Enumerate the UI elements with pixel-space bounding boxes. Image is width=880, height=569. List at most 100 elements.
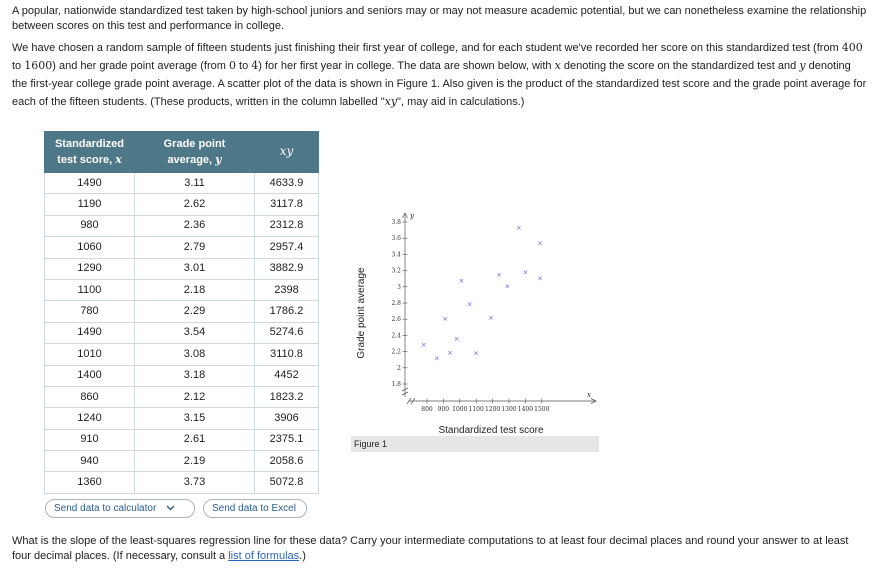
- x-tick-label: 1000: [452, 406, 467, 413]
- cell-y: 2.61: [134, 428, 255, 452]
- cell-xy: 1786.2: [254, 300, 319, 323]
- y-tick-label: 1.8: [391, 381, 401, 388]
- send-to-calculator-button[interactable]: Send data to calculator: [45, 499, 195, 518]
- table-row: 1010 3.08 3110.8: [44, 343, 319, 366]
- header-y-line2: average,: [167, 153, 216, 166]
- x-axis-title: Standardized test score: [438, 425, 544, 436]
- y-tick-label: 3.2: [391, 268, 401, 275]
- table-row: 1400 3.18 4452: [44, 364, 319, 387]
- header-x-line1: Standardized: [54, 137, 125, 150]
- data-point: ×: [516, 224, 522, 232]
- table-header-row: Standardized test score, x Grade point ave…: [44, 131, 319, 173]
- cell-x: 1100: [44, 278, 135, 302]
- intro-paragraph: A popular, nationwide standardized test …: [12, 4, 868, 34]
- cell-xy: 2058.6: [254, 450, 319, 473]
- question-paragraph: What is the slope of the least-squares r…: [12, 534, 868, 564]
- y-variable: y: [799, 59, 806, 72]
- cell-xy: 3110.8: [254, 343, 319, 366]
- header-xy: xy: [254, 131, 319, 173]
- cell-xy: 2398: [254, 278, 319, 302]
- cell-x: 860: [44, 385, 135, 409]
- table-body: 1490 3.11 4633.9 1190 2.62 3117.8 980 2.36 2312.…: [44, 171, 319, 494]
- cell-y: 3.11: [134, 171, 255, 195]
- cell-y: 3.01: [134, 257, 255, 280]
- question-text: What is the slope of the least-squares r…: [12, 535, 849, 562]
- cell-x: 1400: [44, 364, 135, 387]
- x-axis-var-label: x: [587, 391, 591, 399]
- cell-x: 980: [44, 214, 135, 238]
- data-point: ×: [488, 314, 494, 322]
- x-variable: x: [554, 59, 561, 72]
- header-x-var: x: [115, 152, 122, 166]
- table-row: 1060 2.79 2957.4: [44, 236, 319, 259]
- cell-x: 910: [44, 428, 135, 452]
- table-row: 1100 2.18 2398: [44, 278, 319, 302]
- table-row: 1490 3.11 4633.9: [44, 171, 319, 195]
- cell-y: 2.12: [134, 385, 255, 409]
- y-tick-label: 3.4: [391, 251, 401, 258]
- header-gpa: Grade point average, y: [134, 131, 255, 173]
- cell-xy: 3117.8: [254, 193, 319, 216]
- y-tick-label: 2.2: [391, 349, 401, 356]
- data-point: ×: [537, 240, 543, 248]
- data-point: ×: [473, 350, 479, 358]
- header-test-score: Standardized test score, x: [44, 131, 135, 173]
- cell-x: 1360: [44, 471, 135, 494]
- cell-x: 780: [44, 300, 135, 323]
- cell-xy: 2375.1: [254, 428, 319, 452]
- data-point: ×: [504, 282, 510, 290]
- desc-text-4: to: [235, 60, 252, 72]
- desc-text-2: to: [12, 60, 25, 72]
- data-point: ×: [459, 277, 465, 285]
- x-axis-break: [406, 397, 416, 405]
- table-row: 1190 2.62 3117.8: [44, 193, 319, 216]
- y-tick-label: 2.8: [391, 300, 401, 307]
- desc-text-7: denoting the first-year college grade po…: [12, 60, 867, 108]
- y-axis-arrow: [402, 212, 408, 219]
- cell-xy: 2312.8: [254, 214, 319, 238]
- desc-text-1: We have chosen a random sample of fiftee…: [12, 42, 842, 54]
- data-point: ×: [447, 349, 453, 357]
- desc-text-8: ", may aid in calculations.): [397, 96, 525, 108]
- cell-xy: 5072.8: [254, 471, 319, 494]
- cell-y: 2.18: [134, 278, 255, 302]
- header-xy-var: xy: [279, 144, 294, 158]
- y-axis-break: [401, 387, 409, 396]
- cell-x: 1490: [44, 321, 135, 345]
- data-point: ×: [537, 274, 543, 282]
- send-to-excel-button[interactable]: Send data to Excel: [203, 499, 307, 518]
- cell-xy: 2957.4: [254, 236, 319, 259]
- table-row: 1290 3.01 3882.9: [44, 257, 319, 280]
- cell-y: 2.29: [134, 300, 255, 323]
- table-row: 860 2.12 1823.2: [44, 385, 319, 409]
- min-score: 400: [841, 41, 863, 54]
- desc-text-3: ) and her grade point average (from: [52, 60, 229, 72]
- table-row: 780 2.29 1786.2: [44, 300, 319, 323]
- cell-y: 3.54: [134, 321, 255, 345]
- data-point: ×: [496, 271, 502, 279]
- question-end: .): [299, 550, 306, 562]
- data-point: ×: [454, 335, 460, 343]
- table-row: 1490 3.54 5274.6: [44, 321, 319, 345]
- desc-text-5: ) for her first year in college. The dat…: [258, 60, 555, 72]
- chevron-down-icon: [166, 505, 175, 511]
- header-y-var: y: [215, 152, 222, 166]
- x-tick-label: 1100: [469, 406, 484, 413]
- y-tick-label: 2.6: [391, 316, 401, 323]
- y-tick-label: 3.6: [391, 235, 401, 242]
- desc-text-6: denoting the score on the standardized t…: [560, 60, 800, 72]
- min-gpa: 0: [228, 59, 236, 72]
- data-point: ×: [442, 315, 448, 323]
- data-point: ×: [522, 269, 528, 277]
- cell-xy: 5274.6: [254, 321, 319, 345]
- cell-xy: 4452: [254, 364, 319, 387]
- cell-x: 1010: [44, 343, 135, 366]
- table-row: 1360 3.73 5072.8: [44, 471, 319, 494]
- list-of-formulas-link[interactable]: list of formulas: [228, 550, 300, 562]
- cell-y: 3.15: [134, 407, 255, 430]
- description-paragraph: We have chosen a random sample of fiftee…: [12, 39, 868, 111]
- table-row: 980 2.36 2312.8: [44, 214, 319, 238]
- data-point: ×: [421, 341, 427, 349]
- cell-xy: 3882.9: [254, 257, 319, 280]
- cell-x: 1290: [44, 257, 135, 280]
